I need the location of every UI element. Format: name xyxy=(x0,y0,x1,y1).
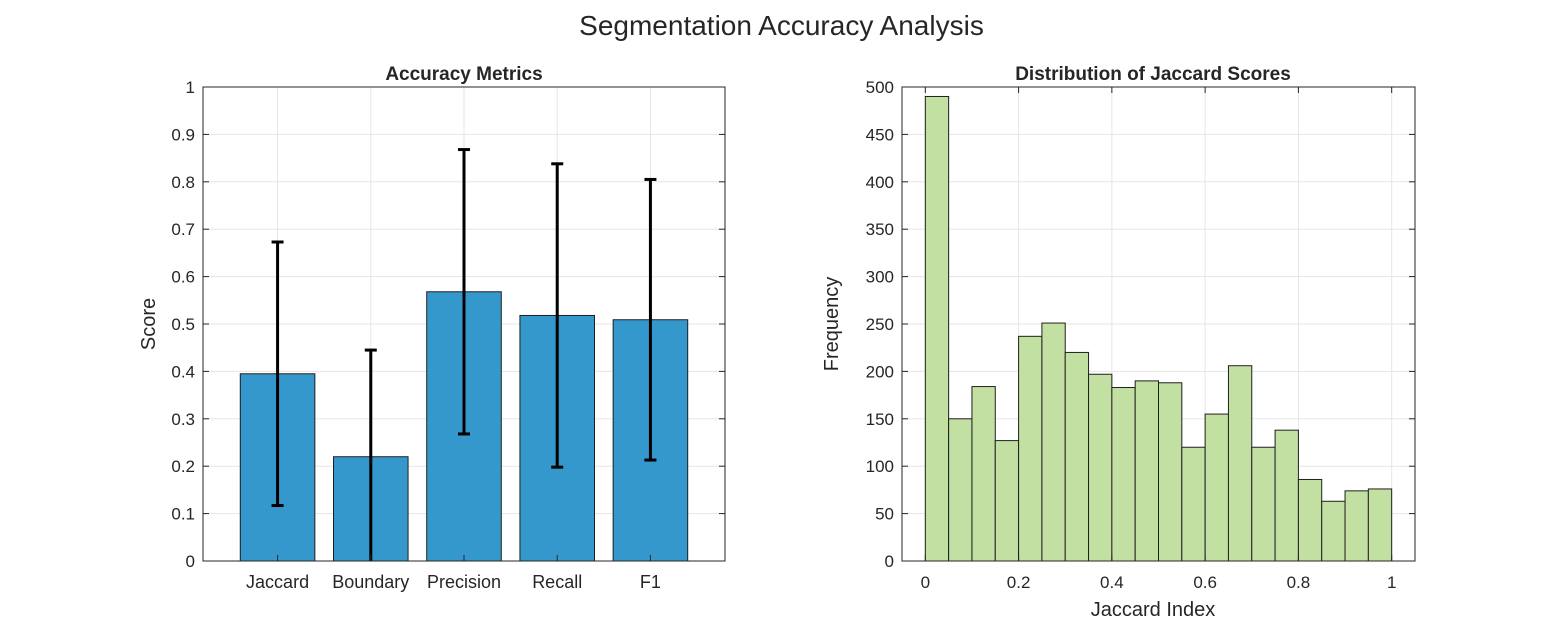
y-tick-label: 0.4 xyxy=(171,362,195,381)
y-tick-label: 150 xyxy=(866,410,894,429)
y-tick-label: 200 xyxy=(866,362,894,381)
mean-marker xyxy=(555,313,559,317)
accuracy-metrics-chart: 0 0.1 0.2 0.3 0.4 0.5 0.6 0.7 0.8 0.9 1 Jaccard Boun… xyxy=(138,64,726,592)
figure-suptitle: Segmentation Accuracy Analysis xyxy=(579,10,984,41)
y-tick-label: 1 xyxy=(186,78,195,97)
jaccard-ylabel-layer: Frequency xyxy=(821,277,843,372)
x-tick-label: Jaccard xyxy=(246,572,309,592)
x-tick-label: 0.6 xyxy=(1193,573,1217,592)
mean-marker xyxy=(648,318,652,322)
x-tick-label: 0.8 xyxy=(1287,573,1311,592)
y-tick-label: 0.3 xyxy=(171,410,195,429)
y-tick-label: 100 xyxy=(866,457,894,476)
x-axis-label: Jaccard Index xyxy=(1091,599,1216,621)
x-tick-label: 0.2 xyxy=(1007,573,1031,592)
jaccard-distribution-chart: 0 50 100 150 200 250 300 350 400 450 500 0 0.2 0.4 0.6… xyxy=(866,64,1416,621)
y-tick-label: 0.8 xyxy=(171,173,195,192)
x-tick-label: 0 xyxy=(921,573,930,592)
y-tick-label: 0 xyxy=(186,552,195,571)
y-tick-label: 300 xyxy=(866,268,894,287)
y-axis-label: Score xyxy=(138,298,160,350)
y-tick-label: 400 xyxy=(866,173,894,192)
y-tick-label: 500 xyxy=(866,78,894,97)
y-tick-label: 350 xyxy=(866,220,894,239)
y-tick-label: 250 xyxy=(866,315,894,334)
y-tick-label: 0.1 xyxy=(171,505,195,524)
x-tick-label: 1 xyxy=(1387,573,1396,592)
mean-marker xyxy=(369,455,373,459)
y-tick-label: 0 xyxy=(885,552,894,571)
x-tick-label: F1 xyxy=(640,572,661,592)
x-tick-label: Precision xyxy=(427,572,501,592)
y-tick-label: 0.5 xyxy=(171,315,195,334)
y-tick-label: 0.2 xyxy=(171,457,195,476)
y-tick-label: 450 xyxy=(866,125,894,144)
y-tick-label: 0.7 xyxy=(171,220,195,239)
y-axis-label: Frequency xyxy=(821,277,843,372)
mean-marker xyxy=(276,372,280,376)
x-tick-label: Recall xyxy=(532,572,582,592)
mean-marker xyxy=(462,290,466,294)
x-tick-label: 0.4 xyxy=(1100,573,1124,592)
chart-title: Accuracy Metrics xyxy=(385,64,542,85)
chart-title: Distribution of Jaccard Scores xyxy=(1015,64,1291,85)
y-tick-label: 0.9 xyxy=(171,125,195,144)
x-tick-label: Boundary xyxy=(332,572,409,592)
y-tick-label: 50 xyxy=(875,505,894,524)
y-tick-label: 0.6 xyxy=(171,268,195,287)
